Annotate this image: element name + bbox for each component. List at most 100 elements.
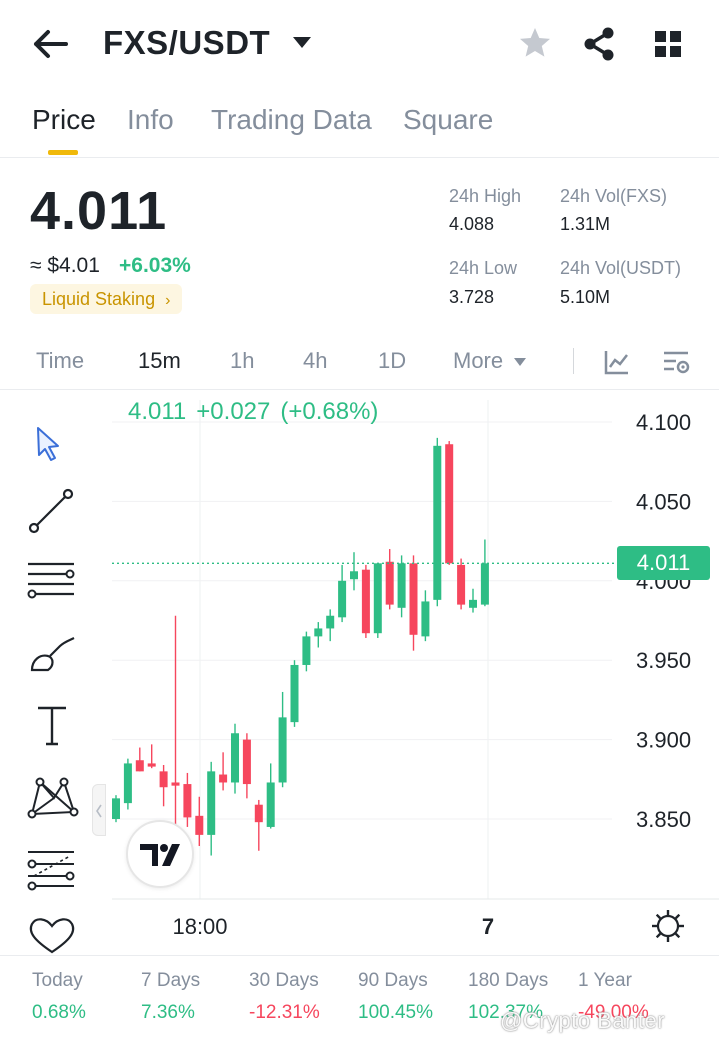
perf-label: 90 Days xyxy=(358,970,428,991)
perf-value: -12.31% xyxy=(249,1002,320,1023)
tab-trading-data[interactable]: Trading Data xyxy=(211,104,372,135)
candle-body xyxy=(302,636,311,665)
share-icon[interactable] xyxy=(581,26,617,62)
perf-7-days[interactable]: 7 Days 7.36% xyxy=(141,970,200,1024)
vol-quote-value: 5.10M xyxy=(560,287,611,307)
brush-icon[interactable] xyxy=(24,626,80,682)
high-value: 4.088 xyxy=(449,214,495,234)
high-label: 24h High xyxy=(449,186,522,206)
perf-today[interactable]: Today 0.68% xyxy=(32,970,86,1024)
grid-menu-icon[interactable] xyxy=(652,28,684,60)
candle-body xyxy=(207,771,216,835)
candle-body xyxy=(373,563,382,634)
candle-body xyxy=(231,733,239,783)
y-tick-label: 3.850 xyxy=(636,807,691,832)
perf-30-days[interactable]: 30 Days -12.31% xyxy=(249,970,320,1024)
x-tick-label: 18:00 xyxy=(172,914,227,939)
tab-price[interactable]: Price xyxy=(32,104,96,135)
interval-4h[interactable]: 4h xyxy=(303,348,328,373)
y-tick-label: 4.050 xyxy=(636,489,691,514)
perf-1-year[interactable]: 1 Year -49.00% xyxy=(578,970,649,1024)
x-tick-label: 7 xyxy=(482,914,494,939)
candlestick-chart[interactable]: 4.100 4.050 4.000 3.950 3.900 3.850 18:00 7 xyxy=(0,392,719,952)
candle-body xyxy=(290,664,299,723)
pattern-tool-icon[interactable] xyxy=(24,768,80,824)
caret-down-icon[interactable] xyxy=(292,36,312,50)
usd-value: ≈ $4.01 xyxy=(30,254,100,277)
candle-body xyxy=(421,601,430,637)
candle-body xyxy=(195,815,204,835)
candle-body xyxy=(397,563,406,608)
indicator-chart-icon[interactable] xyxy=(603,348,631,376)
candle-body xyxy=(409,563,418,635)
tab-info[interactable]: Info xyxy=(127,104,174,135)
interval-15m[interactable]: 15m xyxy=(138,348,181,373)
last-price: 4.011 xyxy=(30,181,168,241)
chart-ohlc-header: 4.011 +0.027 (+0.68%) xyxy=(128,398,388,426)
y-tick-label: 4.100 xyxy=(636,410,691,435)
heart-icon[interactable] xyxy=(24,912,80,968)
category-tag-label: Liquid Staking xyxy=(42,289,156,309)
candle-body xyxy=(480,563,489,605)
interval-1d[interactable]: 1D xyxy=(378,348,407,373)
candle-body xyxy=(445,444,454,564)
perf-label: 1 Year xyxy=(578,970,632,991)
chart-header-change-pct: (+0.68%) xyxy=(280,398,379,425)
back-arrow-icon[interactable] xyxy=(28,22,72,66)
candle-body xyxy=(159,771,168,788)
candle-body xyxy=(433,445,442,600)
text-tool-icon[interactable] xyxy=(24,698,80,754)
pair-title[interactable]: FXS/USDT xyxy=(103,24,271,61)
candle-body xyxy=(135,760,144,772)
tradingview-logo xyxy=(126,820,194,888)
interval-more[interactable]: More xyxy=(453,348,527,374)
last-price-marker: 4.011 xyxy=(617,546,710,580)
perf-label: Today xyxy=(32,970,83,991)
perf-label: 180 Days xyxy=(468,970,549,991)
price-change-percent: +6.03% xyxy=(119,254,191,277)
toolbar-collapse-handle[interactable] xyxy=(92,784,106,836)
candle-body xyxy=(385,561,394,605)
candle-body xyxy=(254,804,263,823)
chart-header-price: 4.011 xyxy=(128,398,187,425)
interval-time[interactable]: Time xyxy=(36,348,85,373)
perf-90-days[interactable]: 90 Days 100.45% xyxy=(358,970,433,1024)
top-bar: FXS/USDT xyxy=(0,0,719,90)
low-label: 24h Low xyxy=(449,258,518,278)
tab-square[interactable]: Square xyxy=(403,104,494,135)
perf-180-days[interactable]: 180 Days 102.37% xyxy=(468,970,548,1024)
chevron-right-icon: › xyxy=(165,292,171,309)
watermark-text: @Crypto Banter xyxy=(500,1008,666,1033)
candle-body xyxy=(278,717,287,783)
candle-body xyxy=(314,628,323,637)
divider xyxy=(573,348,574,374)
perf-label: 7 Days xyxy=(141,970,201,991)
interval-more-label: More xyxy=(453,348,504,373)
y-tick-label: 3.900 xyxy=(636,728,691,753)
candle-body xyxy=(147,763,156,767)
trend-line-icon[interactable] xyxy=(24,484,80,540)
horizontal-lines-icon[interactable] xyxy=(24,554,80,610)
chart-settings-icon[interactable] xyxy=(662,348,690,376)
interval-1h[interactable]: 1h xyxy=(230,348,255,373)
performance-strip: Today 0.68% 7 Days 7.36% 30 Days -12.31%… xyxy=(0,955,719,1043)
candle-body xyxy=(171,782,180,786)
star-icon[interactable] xyxy=(518,26,552,60)
cursor-icon[interactable] xyxy=(24,416,80,472)
axis-settings-icon[interactable] xyxy=(652,910,684,942)
candle-body xyxy=(183,784,192,818)
candle-body xyxy=(266,782,275,827)
interval-bar: Time 15m 1h 4h 1D More xyxy=(0,336,719,390)
candle-body xyxy=(326,615,335,629)
candle-body xyxy=(123,763,132,804)
fib-tool-icon[interactable] xyxy=(24,842,80,898)
candle-body xyxy=(457,564,466,605)
candle-body xyxy=(469,599,477,608)
candle-body xyxy=(219,774,228,783)
category-tag[interactable]: Liquid Staking › xyxy=(30,284,183,314)
active-tab-indicator xyxy=(48,150,78,155)
caret-down-icon xyxy=(514,358,527,367)
low-value: 3.728 xyxy=(449,287,495,307)
section-tabs: Price Info Trading Data Square xyxy=(0,96,719,158)
